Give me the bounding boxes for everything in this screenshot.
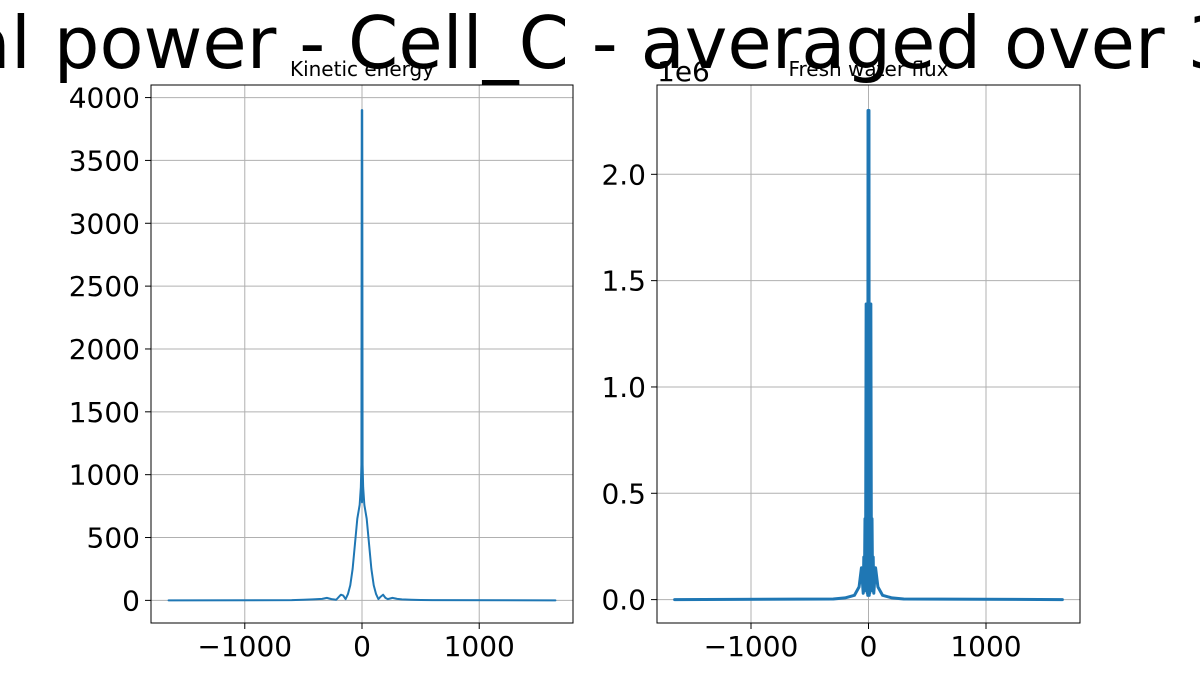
figure-suptitle: al power - Cell_C - averaged over 3: [0, 1, 1200, 85]
y-tick-label: 3500: [69, 144, 140, 177]
y-tick-label: 0.0: [601, 584, 646, 617]
y-tick-label: 1000: [69, 459, 140, 492]
x-tick-label: −1000: [197, 630, 292, 663]
y-tick-label: 1.0: [601, 371, 646, 404]
x-tick-label: −1000: [704, 630, 799, 663]
series-line: [167, 109, 557, 602]
y-tick-label: 0: [122, 584, 140, 617]
axes-fresh-water-flux: −1000 0 1000 0.0 0.5 1.0 1.5 2.0 1e6 Fresh wate…: [601, 55, 1081, 663]
y-tick-label: 1.5: [601, 265, 646, 298]
y-tick-label: 2000: [69, 333, 140, 366]
x-tick-label: 1000: [444, 630, 515, 663]
series-line: [673, 109, 1064, 602]
ticks-layer: −1000 0 1000 0.0 0.5 1.0 1.5 2.0: [601, 158, 1021, 663]
series-layer: [167, 109, 557, 602]
y-tick-label: 500: [87, 522, 140, 555]
y-offset-label: 1e6: [657, 55, 710, 88]
x-tick-label: 0: [860, 630, 878, 663]
x-tick-label: 1000: [950, 630, 1021, 663]
y-tick-label: 2.0: [601, 158, 646, 191]
y-tick-label: 1500: [69, 396, 140, 429]
y-tick-label: 2500: [69, 270, 140, 303]
ticks-layer: −1000 0 1000 0 500 1000 1500 2000 2500 3000 3500 40…: [69, 82, 515, 663]
y-tick-label: 0.5: [601, 477, 646, 510]
y-tick-label: 3000: [69, 207, 140, 240]
series-layer: [673, 109, 1064, 602]
x-tick-label: 0: [353, 630, 371, 663]
chart-title: Fresh water flux: [788, 57, 948, 81]
y-tick-label: 4000: [69, 82, 140, 115]
chart-title: Kinetic energy: [290, 57, 434, 81]
axes-kinetic-energy: −1000 0 1000 0 500 1000 1500 2000 2500 3000 3500 40…: [69, 57, 574, 663]
